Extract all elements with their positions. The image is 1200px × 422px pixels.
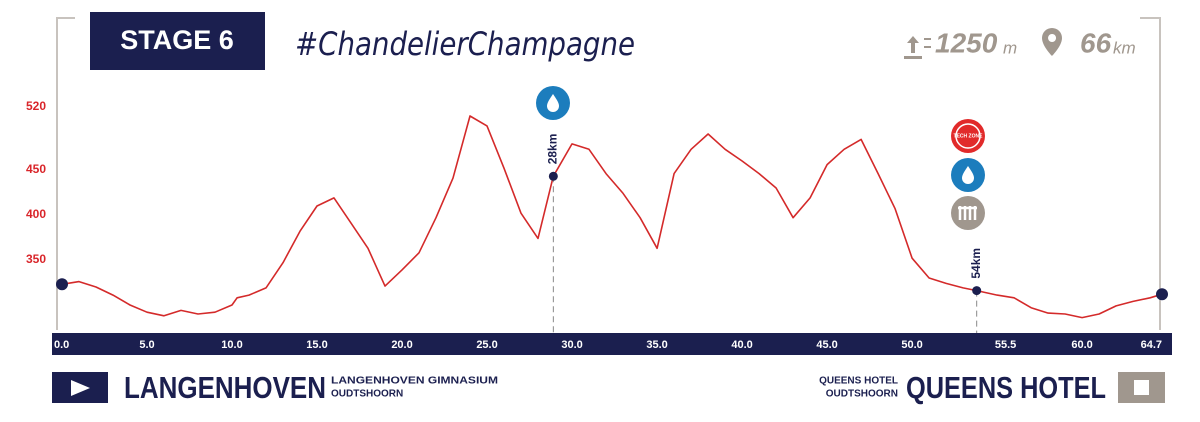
x-tick-label: 0.0	[54, 339, 69, 351]
stat-icons	[904, 28, 1062, 59]
finish-venue: QUEENS HOTEL	[819, 376, 898, 387]
stop-icon	[1134, 380, 1149, 395]
drop	[547, 94, 559, 112]
y-tick-label: 350	[26, 252, 46, 266]
x-tick-label: 60.0	[1071, 339, 1092, 351]
x-tick-label: 15.0	[306, 339, 327, 351]
x-axis-bar	[52, 333, 1172, 355]
marker-point	[548, 171, 558, 181]
x-tick-label: 50.0	[901, 339, 922, 351]
tech-zone-label: TECH ZONE	[954, 133, 984, 139]
x-tick-label: 40.0	[731, 339, 752, 351]
x-tick-label: 64.7	[1141, 339, 1162, 351]
climb-icon	[904, 36, 931, 59]
x-tick-label: 20.0	[391, 339, 412, 351]
elevation-line	[61, 115, 1163, 319]
x-tick-label: 30.0	[561, 339, 582, 351]
elevation-gain: 1250	[935, 27, 998, 58]
hashtag: #ChandelierChampagne	[295, 25, 635, 63]
elevation-unit: m	[1003, 38, 1017, 57]
y-tick-label: 520	[26, 99, 46, 113]
start-venue: LANGENHOVEN GIMNASIUM	[331, 376, 498, 387]
y-tick-label: 400	[26, 207, 46, 221]
x-tick-label: 55.5	[995, 339, 1016, 351]
x-tick-label: 35.0	[646, 339, 667, 351]
icons: TECH ZONE	[536, 86, 985, 230]
x-tick-label: 45.0	[816, 339, 837, 351]
finish-town: QUEENS HOTEL	[906, 370, 1106, 405]
x-tick-label: 10.0	[221, 339, 242, 351]
marker-label: 54km	[969, 248, 983, 279]
end-point	[56, 278, 68, 291]
distance-unit: km	[1113, 38, 1136, 57]
start-town: LANGENHOVEN	[124, 370, 326, 405]
start-place: OUDTSHOORN	[331, 389, 403, 400]
frame	[56, 17, 1161, 330]
marker-label: 28km	[546, 134, 560, 165]
x-tick-label: 25.0	[476, 339, 497, 351]
x-tick-label: 5.0	[139, 339, 154, 351]
tech-zone-ring	[955, 123, 981, 149]
finish-place: OUDTSHOORN	[826, 389, 898, 400]
stage-label: STAGE 6	[120, 25, 234, 55]
end-point	[1156, 288, 1168, 301]
food-symbol	[958, 206, 977, 220]
play-icon	[71, 380, 90, 396]
pin-icon	[1042, 28, 1062, 56]
distance: 66	[1080, 27, 1112, 58]
y-tick-label: 450	[26, 162, 46, 176]
food-icon	[951, 196, 985, 230]
marker-point	[972, 286, 982, 296]
drop	[962, 166, 974, 184]
stage-box	[90, 12, 265, 70]
